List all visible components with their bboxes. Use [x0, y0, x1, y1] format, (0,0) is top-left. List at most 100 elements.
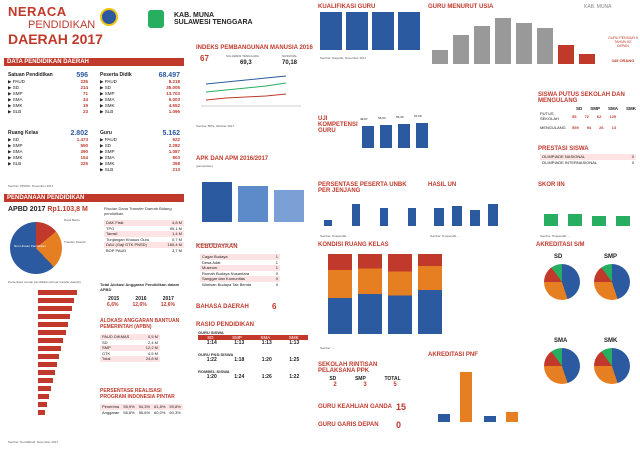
apbd-label: APBD 2017 Rp1.103,8 M: [8, 206, 88, 213]
putus-table: SD SMP SMA SMK PUTUS SEKOLAH 55 72 62 129 MENGU…: [540, 106, 636, 130]
stat-row: ▶ SMA 34: [8, 97, 88, 102]
cell: 1:14: [206, 340, 217, 346]
persentase-header: PERSENTASE PESERTA UNBK PER JENJANG: [318, 182, 407, 194]
pensiun-value: 345 ORANG: [611, 58, 635, 63]
akreditasi-header: AKREDITASI S/M: [536, 242, 585, 248]
year-table: 2015 2016 2017 6,6% 12,6% 12,6%: [100, 296, 182, 308]
cell: 55: [572, 113, 577, 119]
uji-value: 55,30: [396, 115, 404, 120]
stat-row: ▶ PAUD 8.218: [100, 79, 180, 84]
akreditasi-pie-smk: [594, 348, 630, 384]
akreditasi-pie-smp: [594, 264, 630, 300]
ipm-header: INDEKS PEMBANGUNAN MANUSIA 2016: [196, 45, 313, 51]
urusan-bar: [38, 410, 45, 415]
stat-row: ▶ SMK 4.552: [100, 103, 180, 108]
kebudayaan-header: KEBUDAYAAN: [196, 244, 238, 250]
urusan-bar: [38, 346, 61, 351]
guru-usia-bars: [430, 14, 604, 64]
skor-iin-bars: [540, 200, 634, 226]
table-row: Rumah Budaya Nusantara 0: [202, 270, 278, 276]
urusan-bar: [38, 330, 66, 335]
cell: 1:24: [234, 374, 245, 380]
table-row: SD 2,4 M: [102, 339, 158, 345]
usia-bar: [474, 25, 490, 64]
stat-row: ▶ SMA 803: [100, 155, 180, 160]
urusan-bar: [38, 290, 77, 295]
table-row: OLIMPIADE INTERNASIONAL 0: [542, 159, 634, 165]
uji-value: 57,29: [414, 114, 422, 119]
stat-row: ▶ SMP 1.087: [100, 149, 180, 154]
usia-bar: [432, 49, 448, 64]
data-source: Sumber: PPDPK, November 2017: [8, 184, 54, 188]
table-row: BOP PAUD 3,7 M: [106, 247, 182, 253]
table-row: DAK Fisik 4,8 M: [104, 220, 184, 226]
cell: SMP: [354, 376, 366, 382]
table-row: Cagar Budaya 1: [200, 254, 280, 260]
pnf-header: AKREDITASI PNF: [428, 352, 478, 358]
uji-bar: [362, 126, 374, 148]
region-logo: [148, 10, 164, 28]
stat-row: ▶ SD 1.473: [8, 137, 88, 142]
title-block: NERACA PENDIDIKAN DAERAH 2017: [8, 4, 103, 47]
cell: 72: [584, 113, 589, 119]
total-title: Total Alokasi Anggaran Pendidikan dalam …: [100, 282, 180, 292]
satuan-block: Satuan Pendidikan 596 ▶ PAUD 235 ▶ SD 214 ▶ S…: [8, 72, 88, 114]
ipm-prov-line: [205, 82, 287, 93]
alokasi-title: ALOKASI ANGGARAN BANTUAN PEMERINTAH (APB…: [100, 318, 180, 330]
cell: SD: [329, 376, 337, 382]
footer-source: Sumber: Kemdikbud, November 2017: [8, 440, 59, 444]
bars-title: Persentase urusan pendidikan (di luar tr…: [8, 280, 81, 284]
cell: SMA: [260, 335, 271, 340]
table-row: GTK 4,5 M: [102, 350, 158, 356]
keahlian-value: 15: [396, 402, 407, 412]
cell: 1:26: [261, 374, 272, 380]
apk-bars: [200, 178, 308, 222]
akreditasi-pies: SD SMP SMA SMK: [538, 252, 638, 422]
transfer-table: DAK Fisik 4,8 M TPG 95,1 M Tamsil 1,4 M Tunjan…: [104, 220, 184, 253]
keahlian-header: GURU KEAHLIAN GANDA: [318, 404, 392, 410]
stat-row: ▶ SLB 213: [100, 167, 180, 172]
bahasa-header: BAHASA DAERAH: [196, 304, 249, 310]
cell: SMK: [288, 335, 299, 340]
cell: SMK: [626, 106, 636, 111]
uji-bars: 49,67 53,64 55,30 57,29: [360, 114, 434, 148]
urusan-bar: [38, 394, 49, 399]
akreditasi-label: SD: [554, 254, 563, 260]
ipm-value: 67: [200, 54, 209, 63]
table-row: Total 24,8 M: [100, 356, 160, 362]
title-line2: PENDIDIKAN: [28, 19, 96, 31]
persentase-bars: [320, 196, 420, 226]
alokasi-table: PAUD DIKMAS 0,5 M SD 2,4 M SMP 12,2 M GTK 4,5 M…: [100, 334, 160, 362]
guru-usia-region: KAB. MUNA: [584, 4, 612, 10]
cell: 1:20: [261, 357, 272, 363]
bahasa-value: 6: [272, 302, 277, 311]
persentase-source: Sumber: Puspendik, ...: [320, 234, 351, 238]
apk-bar-sd: [202, 182, 232, 222]
peserta-block: Peserta Didik 68.497 ▶ PAUD 8.218 ▶ SD 35.00…: [100, 72, 180, 114]
stat-row: ▶ SMA 6.003: [100, 97, 180, 102]
guru-usia-header: GURU MENURUT USIA: [428, 4, 494, 10]
urusan-bar: [38, 362, 57, 367]
cell: SD: [575, 106, 583, 111]
uji-bar: [380, 124, 392, 148]
akreditasi-pie-sma: [544, 348, 580, 384]
apk-bar-sma: [274, 190, 304, 222]
cell: 2016: [135, 296, 147, 302]
hasil-un-bars: [430, 198, 500, 226]
stat-row: ▶ SD 214: [8, 85, 88, 90]
cell: 5: [393, 382, 397, 388]
table-row: Penerima 55,9% 54,3% 61,8% 59,8%: [100, 404, 183, 410]
uji-value: 53,64: [378, 115, 386, 120]
urusan-bar: [38, 314, 70, 319]
cell: 1:20: [206, 374, 217, 380]
urusan-bar: [38, 298, 74, 303]
uji-value: 49,67: [360, 117, 368, 122]
usia-bar: [579, 54, 595, 64]
pie-label-transfer: Transfer Daerah: [64, 240, 86, 244]
cell: SD: [207, 335, 214, 340]
urusan-bar: [38, 402, 47, 407]
cell: 559: [572, 125, 579, 130]
cell: 94: [586, 125, 592, 130]
title-line1: NERACA: [8, 4, 67, 19]
table-row: Warisan Budaya Tak Benda 0: [202, 281, 278, 287]
